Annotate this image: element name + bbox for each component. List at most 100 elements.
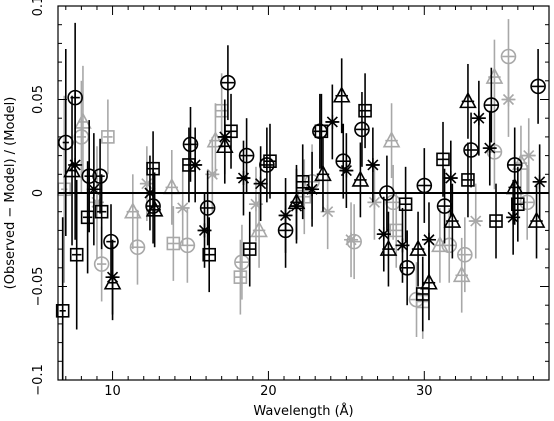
asterisk-marker: [471, 111, 486, 126]
square-point: [233, 239, 248, 315]
square-point: [242, 211, 257, 287]
triangle-marker: [409, 239, 427, 256]
y-axis-label: (Observed − Model) / (Model): [3, 97, 18, 290]
asterisk-point: [197, 193, 212, 268]
data-marks: [55, 19, 547, 380]
asterisk-point: [105, 239, 120, 315]
asterisk-point: [482, 110, 497, 186]
asterisk-point: [376, 196, 391, 272]
asterisk-point: [175, 170, 190, 246]
asterisk-point: [325, 84, 340, 160]
asterisk-marker: [501, 92, 516, 107]
asterisk-marker: [365, 157, 380, 172]
circle-marker: [129, 239, 146, 256]
square-point: [57, 95, 72, 283]
asterisk-marker: [175, 200, 190, 215]
asterisk-point: [421, 202, 436, 278]
asterisk-point: [253, 146, 268, 222]
asterisk-point: [339, 133, 354, 208]
asterisk-marker: [89, 195, 104, 210]
y-tick-label: −0.1: [31, 364, 46, 396]
square-marker: [314, 124, 329, 139]
asterisk-point: [188, 127, 203, 203]
circle-point: [483, 67, 500, 143]
y-tick-label: 0: [31, 189, 46, 197]
square-marker: [202, 247, 216, 262]
circle-marker: [103, 233, 119, 250]
circle-marker: [93, 256, 110, 272]
square-marker: [263, 154, 277, 169]
triangle-marker: [443, 211, 462, 228]
triangle-marker: [459, 91, 477, 109]
triangle-point: [459, 63, 477, 139]
asterisk-marker: [521, 148, 536, 163]
circle-marker: [199, 200, 216, 216]
square-marker: [69, 247, 84, 262]
square-marker: [489, 214, 503, 228]
triangle-point: [443, 183, 462, 259]
asterisk-point: [344, 202, 359, 278]
asterisk-point: [367, 164, 382, 240]
circle-marker: [238, 147, 255, 164]
asterisk-point: [236, 140, 251, 216]
circle-point: [234, 224, 250, 300]
asterisk-marker: [68, 157, 83, 172]
asterisk-point: [468, 183, 483, 259]
triangle-point: [314, 136, 332, 212]
square-marker: [233, 270, 248, 284]
square-marker: [398, 197, 413, 212]
triangle-marker: [379, 239, 398, 256]
square-point: [398, 166, 413, 242]
triangle-point: [431, 207, 449, 283]
asterisk-marker: [443, 171, 458, 186]
circle-point: [335, 123, 352, 199]
circle-marker: [399, 259, 415, 276]
asterisk-marker: [86, 182, 101, 197]
asterisk-marker: [367, 195, 382, 210]
square-marker: [166, 236, 181, 251]
square-point: [94, 174, 109, 250]
square-point: [314, 93, 329, 169]
asterisk-marker: [421, 232, 436, 247]
triangle-point: [351, 142, 370, 218]
square-point: [263, 123, 277, 199]
asterisk-marker: [278, 208, 293, 223]
asterisk-marker: [320, 204, 335, 219]
square-point: [166, 206, 181, 281]
circle-marker: [346, 233, 362, 250]
triangle-point: [382, 103, 401, 179]
asterisk-marker: [105, 270, 120, 285]
y-tick-label: 0.05: [31, 85, 46, 114]
x-axis-label: Wavelength (Å): [253, 403, 353, 419]
triangle-marker: [123, 202, 142, 219]
circle-point: [354, 92, 370, 167]
circle-point: [530, 49, 546, 124]
x-tick-label: 30: [416, 384, 433, 399]
circle-marker: [182, 136, 199, 153]
asterisk-point: [86, 133, 101, 246]
circle-point: [57, 49, 74, 237]
triangle-point: [74, 65, 92, 179]
circle-point: [519, 164, 535, 240]
asterisk-point: [278, 178, 293, 253]
circle-marker: [220, 74, 236, 91]
axis-ticks: [58, 5, 550, 381]
asterisk-marker: [395, 238, 410, 253]
triangle-marker: [351, 170, 370, 187]
asterisk-marker: [339, 163, 354, 178]
asterisk-point: [443, 140, 458, 216]
asterisk-point: [532, 144, 547, 220]
y-tick-label: 0.1: [31, 0, 46, 16]
triangle-point: [162, 149, 181, 225]
square-point: [69, 179, 84, 330]
triangle-marker: [74, 112, 92, 129]
asterisk-point: [217, 99, 232, 175]
square-marker: [461, 173, 475, 187]
x-tick-labels: 10 20 30: [104, 384, 432, 399]
triangle-marker: [314, 164, 332, 182]
asterisk-marker: [205, 167, 220, 182]
x-tick-label: 10: [104, 384, 121, 399]
circle-point: [220, 45, 236, 121]
asterisk-marker: [325, 114, 340, 129]
